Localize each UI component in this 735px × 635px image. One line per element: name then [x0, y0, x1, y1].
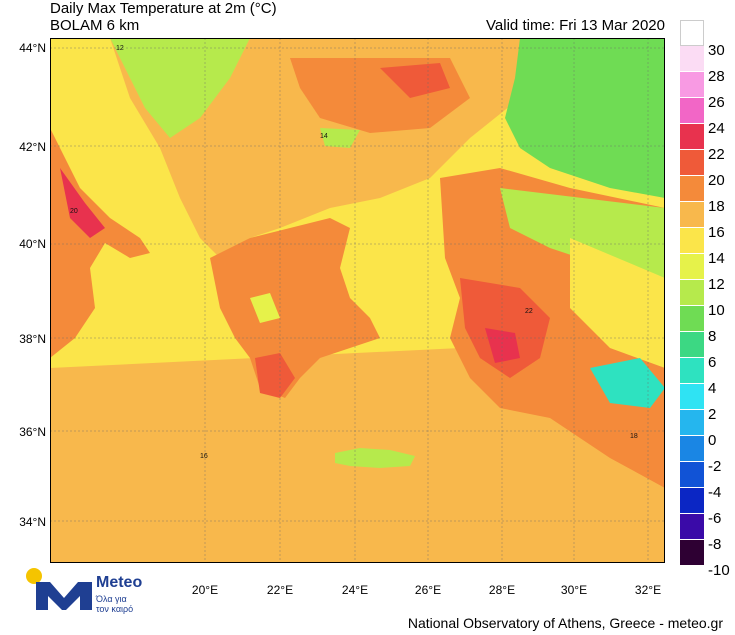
logo-brand: Meteo	[96, 574, 143, 591]
legend-label: 30	[708, 42, 725, 59]
temperature-map: 12 14 16 18 20 22	[50, 38, 665, 563]
lat-label: 42°N	[19, 140, 46, 154]
peloponnese-hot	[255, 353, 295, 398]
lat-label: 44°N	[19, 41, 46, 55]
balkans-green-north	[110, 38, 250, 138]
legend-label: -2	[708, 458, 722, 475]
italy-hotspot	[60, 168, 105, 238]
legend-swatch	[680, 72, 704, 98]
map-label: 16	[200, 453, 208, 460]
map-label: 18	[630, 433, 638, 440]
legend-swatch	[680, 150, 704, 176]
logo-tagline-line: Όλα για	[96, 594, 127, 604]
graticule	[50, 38, 665, 563]
legend-swatch	[680, 462, 704, 488]
color-legend: 30 28 26 24 22 20 18 16 14 12 10 8 6 4 2 0 -2 -4 -6 -8 -10	[680, 14, 730, 594]
legend-swatch	[680, 228, 704, 254]
anatolia-yellow	[570, 238, 665, 368]
rhodope-cool	[320, 128, 360, 148]
lon-label: 28°E	[488, 583, 516, 597]
lat-label: 34°N	[19, 515, 46, 529]
legend-swatch	[680, 254, 704, 280]
lat-label: 38°N	[19, 332, 46, 346]
legend-swatch	[680, 202, 704, 228]
black-sea	[505, 38, 665, 198]
credit-text: National Observatory of Athens, Greece -…	[407, 615, 723, 631]
legend-swatch	[680, 488, 704, 514]
legend-label: -10	[708, 562, 730, 579]
legend-swatch	[680, 176, 704, 202]
legend-swatch	[680, 540, 704, 566]
legend-label: 18	[708, 198, 725, 215]
legend-label: 2	[708, 406, 717, 423]
valid-time: Valid time: Fri 13 Mar 2020	[486, 17, 665, 34]
legend-swatch	[680, 384, 704, 410]
legend-label: 16	[708, 224, 725, 241]
italy-landmass	[50, 128, 150, 358]
aegean-coast-hot	[460, 278, 550, 378]
legend-swatch	[680, 20, 704, 46]
map-label: 20	[70, 208, 78, 215]
logo-tagline-line: τον καιρό	[96, 604, 134, 614]
legend-label: 8	[708, 328, 717, 345]
legend-label: 12	[708, 276, 725, 293]
legend-swatch	[680, 514, 704, 540]
legend-label: 0	[708, 432, 717, 449]
legend-label: 26	[708, 94, 725, 111]
meteo-logo: Meteo Όλα για τον καιρό	[26, 568, 156, 614]
greece-cool-spots	[250, 293, 280, 323]
chart-title: Daily Max Temperature at 2m (°C)	[50, 0, 277, 17]
greece-mainland	[210, 218, 380, 398]
legend-label: 24	[708, 120, 725, 137]
legend-label: 6	[708, 354, 717, 371]
map-frame	[50, 38, 665, 563]
bulgaria-hot	[380, 63, 450, 98]
taurus-cool	[590, 358, 665, 408]
legend-swatch	[680, 410, 704, 436]
legend-label: 28	[708, 68, 725, 85]
map-value-labels: 12 14 16 18 20 22	[70, 45, 638, 460]
legend-swatch	[680, 280, 704, 306]
legend-swatch	[680, 46, 704, 72]
legend-label: 10	[708, 302, 725, 319]
lat-label: 40°N	[19, 237, 46, 251]
legend-label: 22	[708, 146, 725, 163]
map-label: 12	[116, 45, 124, 52]
lon-label: 20°E	[191, 583, 219, 597]
sun-icon	[26, 568, 42, 584]
legend-swatch	[680, 98, 704, 124]
legend-label: -4	[708, 484, 722, 501]
lon-label: 32°E	[634, 583, 662, 597]
lon-label: 22°E	[266, 583, 294, 597]
meteo-m-icon	[36, 582, 92, 610]
legend-swatch	[680, 358, 704, 384]
legend-swatch	[680, 124, 704, 150]
legend-swatch	[680, 436, 704, 462]
legend-label: 4	[708, 380, 717, 397]
legend-label: -8	[708, 536, 722, 553]
model-subtitle: BOLAM 6 km	[50, 17, 140, 34]
legend-label: 20	[708, 172, 725, 189]
legend-label: -6	[708, 510, 722, 527]
lon-label: 30°E	[560, 583, 588, 597]
aegean-coast-hottest	[485, 328, 520, 363]
lon-label: 24°E	[341, 583, 369, 597]
legend-swatch	[680, 306, 704, 332]
lat-label: 36°N	[19, 425, 46, 439]
legend-swatch	[680, 332, 704, 358]
lon-label: 26°E	[414, 583, 442, 597]
map-label: 14	[320, 133, 328, 140]
legend-label: 14	[708, 250, 725, 267]
map-label: 22	[525, 308, 533, 315]
logo-tagline: Όλα για τον καιρό	[96, 594, 133, 614]
